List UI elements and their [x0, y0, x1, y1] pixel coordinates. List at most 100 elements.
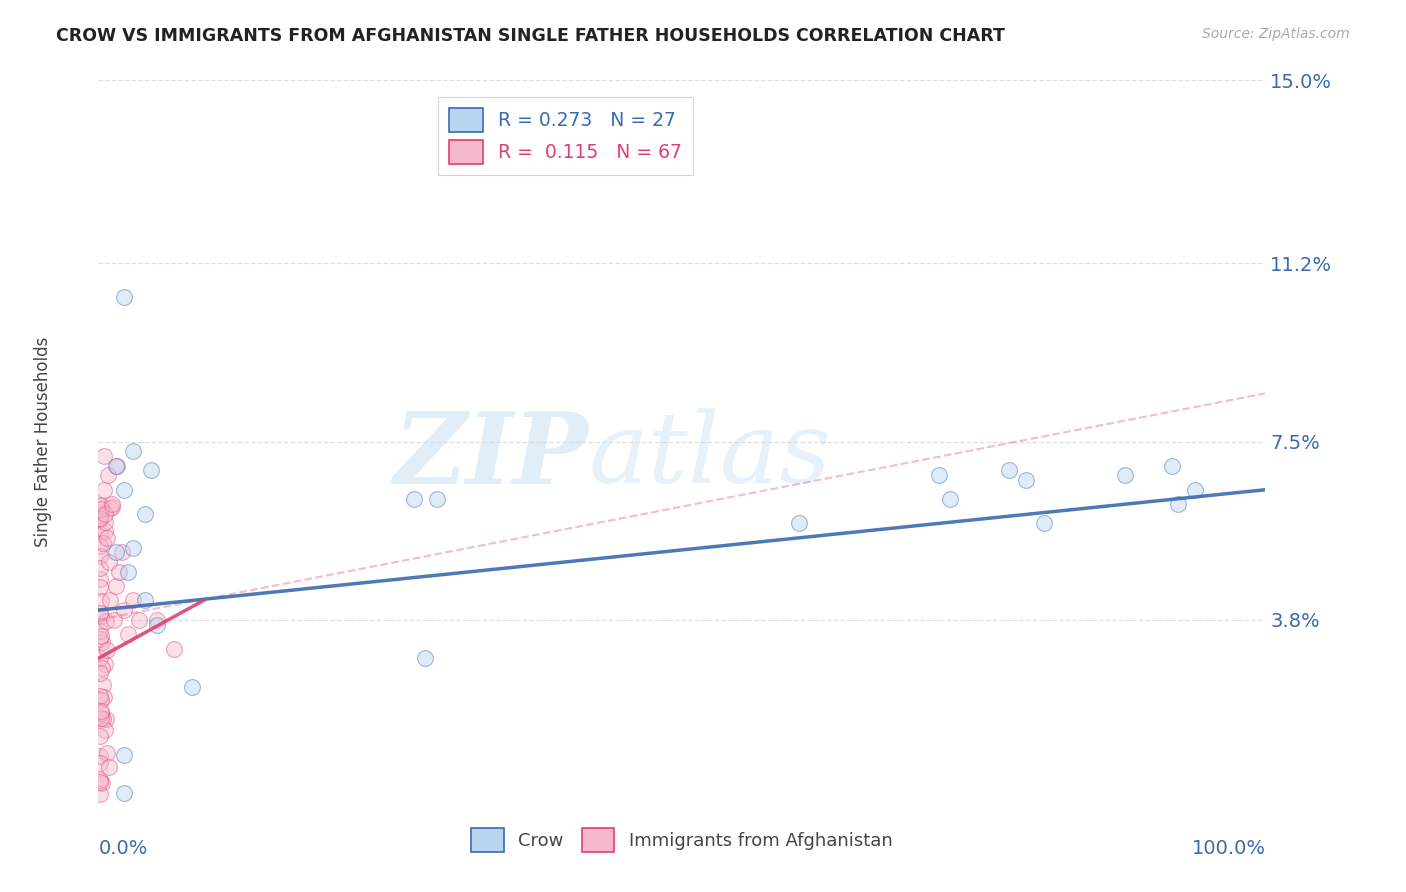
- Point: [91, 635, 114, 649]
- Point: [93, 449, 115, 463]
- Point: [89, 756, 111, 771]
- Point: [89, 729, 111, 743]
- Point: [426, 492, 449, 507]
- Point: [112, 786, 135, 800]
- Point: [104, 579, 127, 593]
- Point: [90, 594, 112, 608]
- Point: [89, 510, 111, 524]
- Point: [97, 555, 120, 569]
- Point: [98, 593, 121, 607]
- Point: [89, 561, 111, 575]
- Point: [91, 661, 114, 675]
- Point: [90, 704, 112, 718]
- Point: [96, 531, 118, 545]
- Text: Single Father Households: Single Father Households: [34, 336, 52, 547]
- Point: [997, 463, 1019, 477]
- Point: [89, 772, 111, 787]
- Point: [89, 526, 111, 541]
- Point: [105, 458, 128, 473]
- Point: [180, 680, 202, 694]
- Point: [96, 642, 118, 657]
- Point: [94, 524, 117, 538]
- Point: [117, 565, 139, 579]
- Point: [111, 545, 134, 559]
- Point: [101, 497, 124, 511]
- Point: [94, 657, 117, 671]
- Point: [134, 593, 156, 607]
- Point: [112, 290, 135, 304]
- Text: CROW VS IMMIGRANTS FROM AFGHANISTAN SINGLE FATHER HOUSEHOLDS CORRELATION CHART: CROW VS IMMIGRANTS FROM AFGHANISTAN SING…: [56, 27, 1005, 45]
- Point: [90, 629, 112, 643]
- Point: [90, 499, 112, 513]
- Point: [146, 617, 169, 632]
- Point: [89, 624, 111, 638]
- Point: [89, 774, 111, 789]
- Point: [103, 613, 125, 627]
- Point: [89, 749, 111, 764]
- Point: [89, 499, 111, 513]
- Point: [1161, 458, 1184, 473]
- Point: [93, 690, 115, 705]
- Text: ZIP: ZIP: [394, 408, 589, 504]
- Point: [928, 468, 950, 483]
- Point: [117, 627, 139, 641]
- Point: [122, 593, 145, 607]
- Point: [90, 501, 112, 516]
- Point: [146, 613, 169, 627]
- Point: [89, 606, 111, 620]
- Point: [1114, 468, 1136, 483]
- Point: [1032, 516, 1054, 531]
- Point: [97, 760, 120, 774]
- Point: [96, 747, 118, 761]
- Point: [787, 516, 810, 531]
- Point: [89, 549, 111, 563]
- Point: [89, 787, 111, 801]
- Point: [101, 500, 124, 515]
- Point: [134, 507, 156, 521]
- Point: [1015, 473, 1038, 487]
- Point: [1167, 497, 1189, 511]
- Point: [413, 651, 436, 665]
- Legend: Crow, Immigrants from Afghanistan: Crow, Immigrants from Afghanistan: [464, 822, 900, 859]
- Point: [939, 492, 962, 507]
- Point: [139, 463, 162, 477]
- Point: [89, 508, 111, 523]
- Point: [89, 512, 111, 526]
- Point: [112, 483, 135, 497]
- Point: [128, 613, 150, 627]
- Point: [112, 603, 135, 617]
- Point: [89, 632, 111, 647]
- Point: [108, 565, 131, 579]
- Point: [94, 723, 117, 737]
- Point: [91, 712, 114, 726]
- Point: [93, 483, 115, 497]
- Point: [104, 545, 127, 559]
- Point: [89, 539, 111, 553]
- Point: [98, 501, 121, 516]
- Point: [94, 713, 117, 727]
- Point: [91, 536, 114, 550]
- Point: [163, 641, 186, 656]
- Point: [91, 775, 114, 789]
- Point: [89, 689, 111, 703]
- Point: [104, 458, 127, 473]
- Point: [90, 706, 112, 720]
- Point: [89, 580, 111, 594]
- Text: 0.0%: 0.0%: [98, 838, 148, 858]
- Point: [90, 711, 112, 725]
- Point: [89, 666, 111, 681]
- Point: [89, 651, 111, 665]
- Point: [97, 468, 120, 483]
- Point: [122, 541, 145, 555]
- Point: [94, 615, 117, 629]
- Text: atlas: atlas: [589, 409, 831, 504]
- Text: Source: ZipAtlas.com: Source: ZipAtlas.com: [1202, 27, 1350, 41]
- Point: [89, 572, 111, 586]
- Point: [112, 747, 135, 762]
- Point: [90, 692, 112, 706]
- Point: [90, 609, 112, 624]
- Point: [91, 678, 114, 692]
- Point: [94, 507, 117, 521]
- Point: [122, 444, 145, 458]
- Point: [1184, 483, 1206, 497]
